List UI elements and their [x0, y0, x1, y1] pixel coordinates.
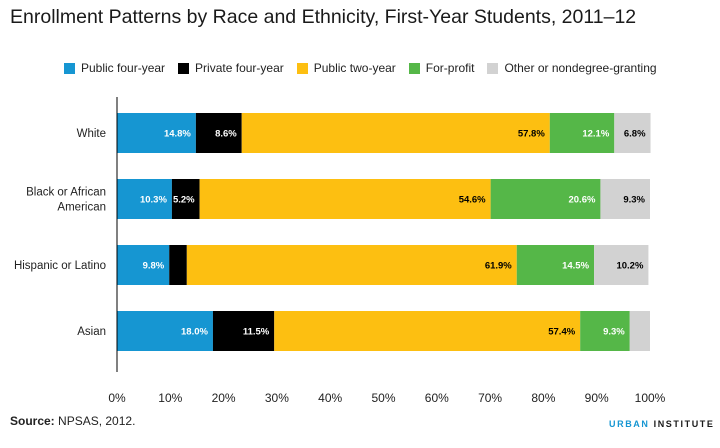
bar-segment — [629, 311, 650, 351]
legend-label: For-profit — [425, 61, 475, 75]
bar-segment — [169, 245, 187, 285]
bar-segment — [171, 179, 200, 219]
category-label: American — [57, 202, 106, 214]
bar-segment — [195, 113, 242, 153]
data-label: 9.8% — [143, 261, 165, 272]
x-tick-label: 10% — [158, 391, 182, 405]
bar-segment — [594, 245, 649, 285]
legend-item: Public two-year — [296, 61, 396, 75]
legend-label: Other or nondegree-granting — [504, 61, 657, 75]
data-label: 9.3% — [623, 195, 645, 206]
data-label: 10.2% — [616, 261, 643, 272]
data-label: 54.6% — [459, 195, 486, 206]
category-label: Asian — [77, 326, 106, 338]
bar-segment — [199, 179, 491, 219]
data-label: 11.5% — [243, 327, 270, 338]
x-tick-label: 20% — [212, 391, 236, 405]
legend-item: For-profit — [408, 61, 475, 75]
bar-segment — [117, 311, 213, 351]
urban-institute-logo: URBAN INSTITUTE — [609, 419, 715, 429]
data-label: 10.3% — [140, 195, 167, 206]
category-label: Black or African — [26, 187, 106, 199]
bar-segment — [614, 113, 651, 153]
bar-segment — [186, 245, 517, 285]
data-label: 57.4% — [548, 327, 575, 338]
bar-segment — [274, 311, 581, 351]
legend-item: Private four-year — [178, 61, 284, 75]
x-tick-label: 40% — [318, 391, 342, 405]
legend-label: Private four-year — [195, 61, 284, 75]
data-label: 5.2% — [173, 195, 195, 206]
x-tick-label: 60% — [425, 391, 449, 405]
logo-second-word: INSTITUTE — [653, 419, 715, 429]
logo-first-word: URBAN — [609, 419, 650, 429]
legend-item: Other or nondegree-granting — [487, 61, 657, 75]
category-label: Hispanic or Latino — [14, 260, 106, 272]
source-label: Source: — [10, 414, 55, 428]
data-label: 6.8% — [624, 129, 646, 140]
x-tick-label: 70% — [478, 391, 502, 405]
x-tick-label: 30% — [265, 391, 289, 405]
bar-segment — [490, 179, 601, 219]
bar-segment — [117, 179, 172, 219]
x-tick-label: 50% — [371, 391, 395, 405]
data-label: 57.8% — [518, 129, 545, 140]
legend-item: Public four-year — [64, 61, 165, 75]
legend-swatch — [408, 62, 420, 74]
data-label: 9.3% — [603, 327, 625, 338]
data-label: 12.1% — [582, 129, 609, 140]
bar-segment — [117, 113, 196, 153]
data-label: 14.8% — [164, 129, 191, 140]
legend-swatch — [296, 62, 308, 74]
data-label: 20.6% — [568, 195, 595, 206]
bar-segment — [241, 113, 550, 153]
data-label: 8.6% — [215, 129, 237, 140]
x-tick-label: 90% — [585, 391, 609, 405]
bar-segment — [516, 245, 595, 285]
bar-segment — [212, 311, 275, 351]
chart-legend: Public four-year Private four-year Public … — [64, 61, 657, 75]
data-label: 18.0% — [181, 327, 208, 338]
chart-title: Enrollment Patterns by Race and Ethnicit… — [10, 6, 637, 28]
source-text: NPSAS, 2012. — [58, 414, 136, 428]
legend-label: Public two-year — [313, 61, 396, 75]
legend-label: Public four-year — [81, 61, 166, 75]
source-note: Source: NPSAS, 2012. — [10, 414, 135, 428]
category-label: White — [77, 128, 106, 140]
bar-segment — [117, 245, 170, 285]
x-tick-label: 80% — [531, 391, 555, 405]
bar-segment — [580, 311, 630, 351]
data-label: 61.9% — [485, 261, 512, 272]
bar-segment — [549, 113, 615, 153]
legend-swatch — [487, 62, 499, 74]
data-label: 14.5% — [562, 261, 589, 272]
legend-swatch — [178, 62, 190, 74]
x-tick-label: 0% — [108, 391, 126, 405]
x-tick-label: 100% — [635, 391, 666, 405]
bar-segment — [600, 179, 650, 219]
legend-swatch — [64, 62, 75, 74]
